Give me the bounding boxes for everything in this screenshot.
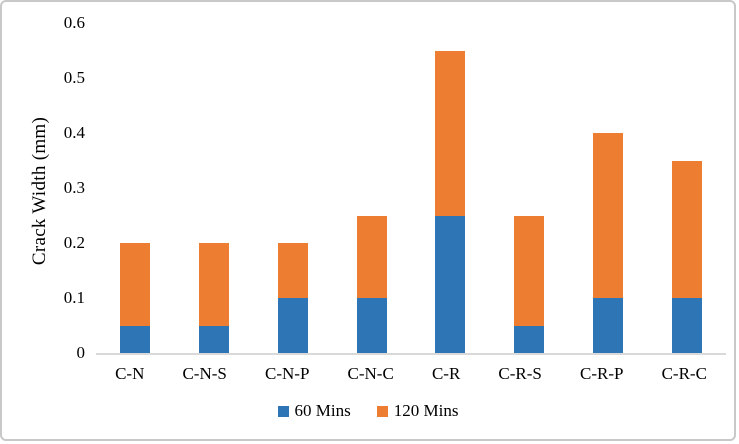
bar-segment-120-mins [435, 50, 466, 216]
bar-segment-120-mins [120, 243, 151, 326]
x-category-label: C-R-P [580, 364, 624, 383]
legend-label: 60 Mins [294, 401, 351, 420]
y-tick-label: 0.2 [63, 233, 85, 252]
x-axis-line [96, 353, 726, 355]
y-tick-label: 0.1 [63, 288, 85, 307]
bar-segment-120-mins [592, 133, 623, 298]
legend-swatch-icon [277, 405, 289, 417]
bar-segment-120-mins [671, 160, 702, 298]
x-category-label: C-N-S [182, 364, 227, 383]
bar-segment-120-mins [199, 243, 230, 326]
chart-legend: 60 Mins 120 Mins [2, 401, 734, 421]
x-category-label: C-N-C [347, 364, 394, 383]
bar-segment-60-mins [514, 325, 545, 353]
bar-segment-60-mins [356, 298, 387, 353]
y-tick-label: 0 [76, 343, 86, 362]
bar-stack-c-n-s [199, 243, 230, 353]
legend-item-60-mins: 60 Mins [277, 401, 351, 421]
y-tick-label: 0.5 [63, 68, 85, 87]
legend-item-120-mins: 120 Mins [376, 401, 459, 421]
bar-stack-c-r-c [671, 160, 702, 353]
bar-stack-c-n [120, 243, 151, 353]
y-tick-label: 0.6 [63, 13, 85, 32]
bar-stack-c-r-s [514, 215, 545, 353]
legend-swatch-icon [376, 405, 388, 417]
x-category-label: C-R-S [498, 364, 542, 383]
bar-segment-120-mins [356, 215, 387, 298]
bar-segment-60-mins [120, 325, 151, 353]
x-category-label: C-R-C [661, 364, 707, 383]
bar-stack-c-n-c [356, 215, 387, 353]
plot-area [96, 23, 726, 353]
y-tick-label: 0.4 [63, 123, 85, 142]
bar-segment-60-mins [199, 325, 230, 353]
legend-label: 120 Mins [393, 401, 459, 420]
x-category-label: C-N [115, 364, 145, 383]
y-tick-label: 0.3 [63, 178, 85, 197]
bar-segment-60-mins [277, 298, 308, 353]
bar-segment-60-mins [671, 298, 702, 353]
x-category-label: C-R [431, 364, 461, 383]
bar-stack-c-n-p [277, 243, 308, 353]
x-category-label: C-N-P [265, 364, 310, 383]
bar-stack-c-r [435, 50, 466, 353]
bar-segment-120-mins [277, 243, 308, 298]
x-axis-category-labels: C-N C-N-S C-N-P C-N-C C-R C-R-S C-R-P C-R-C [96, 364, 726, 384]
bar-segment-120-mins [514, 215, 545, 326]
bar-segment-60-mins [592, 298, 623, 353]
bar-stack-c-r-p [592, 133, 623, 353]
bar-segment-60-mins [435, 215, 466, 353]
